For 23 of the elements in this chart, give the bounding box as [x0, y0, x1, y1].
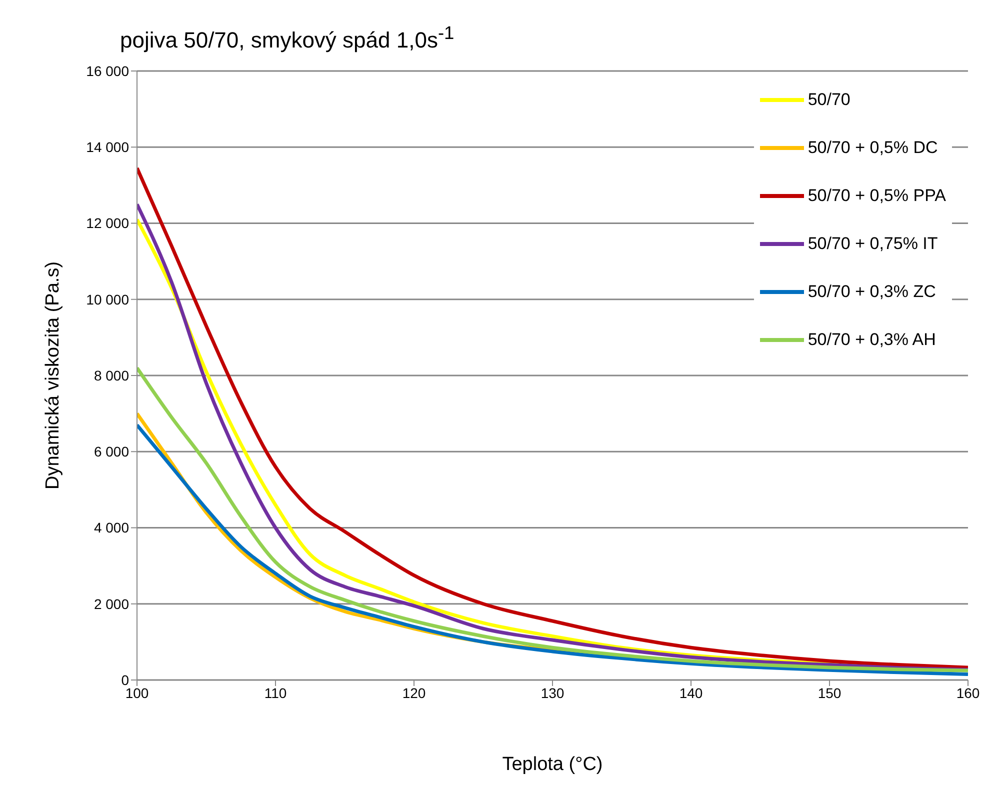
y-tick-label: 16 000 — [86, 62, 130, 79]
y-axis-title: Dynamická viskozita (Pa.s) — [42, 261, 64, 490]
legend-label: 50/70 — [808, 90, 850, 110]
x-tick-label: 130 — [540, 684, 564, 701]
x-tick-label: 110 — [264, 684, 287, 701]
y-tick-label: 6 000 — [94, 444, 130, 460]
x-tick-label: 140 — [679, 684, 703, 701]
legend-label: 50/70 + 0,5% DC — [808, 138, 938, 158]
x-axis-title: Teplota (°C) — [502, 754, 603, 775]
y-tick-label: 4 000 — [94, 520, 130, 536]
legend-label: 50/70 + 0,3% AH — [808, 330, 936, 350]
legend-label: 50/70 + 0,5% PPA — [808, 186, 946, 206]
y-tick-label: 2 000 — [94, 596, 130, 612]
y-tick-label: 10 000 — [86, 291, 130, 308]
y-tick-label: 8 000 — [94, 367, 130, 384]
x-tick-label: 120 — [402, 684, 426, 701]
y-tick-label: 12 000 — [86, 215, 130, 232]
y-tick-label: 14 000 — [86, 139, 130, 156]
chart-title: pojiva 50/70, smykový spád 1,0s$^{-1}$ — [120, 22, 454, 54]
legend-label: 50/70 + 0,75% IT — [808, 234, 938, 254]
legend-label: 50/70 + 0,3% ZC — [808, 282, 936, 302]
x-tick-label: 160 — [956, 684, 980, 701]
x-tick-label: 150 — [818, 684, 842, 701]
